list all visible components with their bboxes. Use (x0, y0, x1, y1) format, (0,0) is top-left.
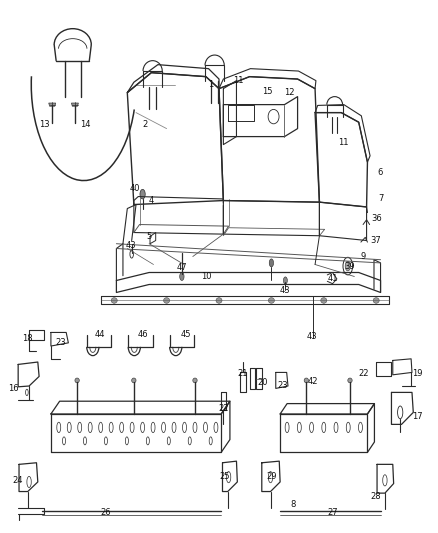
Text: 37: 37 (370, 236, 381, 245)
Text: 19: 19 (413, 369, 423, 378)
Ellipse shape (345, 261, 350, 271)
Polygon shape (71, 103, 78, 106)
Text: 24: 24 (12, 476, 22, 485)
Text: 23: 23 (278, 381, 289, 390)
Text: 36: 36 (372, 214, 382, 223)
Text: 22: 22 (218, 404, 229, 413)
Text: 22: 22 (359, 369, 369, 378)
Text: 45: 45 (180, 329, 191, 338)
Polygon shape (49, 103, 56, 106)
Ellipse shape (75, 378, 79, 383)
Text: 6: 6 (378, 168, 383, 177)
Text: 43: 43 (126, 241, 136, 250)
Text: 29: 29 (266, 472, 277, 481)
Text: 20: 20 (258, 377, 268, 386)
Ellipse shape (321, 297, 327, 303)
Text: 47: 47 (177, 263, 187, 272)
Text: 39: 39 (345, 262, 355, 271)
Text: 21: 21 (238, 369, 248, 378)
Text: 43: 43 (307, 332, 318, 341)
Text: 14: 14 (81, 120, 91, 129)
Text: 5: 5 (147, 232, 152, 241)
Text: 17: 17 (412, 412, 423, 421)
Text: 11: 11 (338, 138, 349, 147)
Text: 7: 7 (378, 195, 383, 204)
Text: 25: 25 (219, 472, 230, 481)
Ellipse shape (193, 378, 197, 383)
Ellipse shape (268, 297, 275, 303)
Text: 16: 16 (8, 384, 19, 393)
Ellipse shape (180, 272, 184, 280)
Text: 11: 11 (233, 76, 244, 85)
Text: 28: 28 (371, 492, 381, 501)
Ellipse shape (216, 297, 222, 303)
Ellipse shape (283, 277, 287, 284)
Text: 27: 27 (327, 508, 338, 517)
Text: 23: 23 (56, 338, 66, 348)
Text: 10: 10 (201, 272, 211, 281)
Text: 1: 1 (208, 80, 213, 89)
Ellipse shape (373, 297, 379, 303)
Ellipse shape (132, 378, 136, 383)
Text: 18: 18 (22, 334, 33, 343)
Text: 15: 15 (262, 86, 272, 95)
Ellipse shape (140, 189, 145, 199)
Text: 43: 43 (279, 286, 290, 295)
Ellipse shape (269, 259, 274, 267)
Text: 13: 13 (39, 120, 49, 129)
Text: 46: 46 (138, 329, 148, 338)
Text: 26: 26 (100, 508, 111, 517)
Ellipse shape (304, 378, 308, 383)
Ellipse shape (348, 378, 352, 383)
Text: 12: 12 (284, 88, 294, 97)
Text: 9: 9 (360, 252, 366, 261)
Text: 8: 8 (290, 500, 296, 509)
Text: 41: 41 (327, 274, 338, 284)
Ellipse shape (163, 297, 170, 303)
Text: 2: 2 (142, 120, 148, 129)
Text: 40: 40 (130, 184, 141, 193)
Ellipse shape (111, 297, 117, 303)
Text: 44: 44 (95, 330, 106, 340)
Text: 42: 42 (308, 377, 318, 386)
Text: 4: 4 (148, 196, 154, 205)
